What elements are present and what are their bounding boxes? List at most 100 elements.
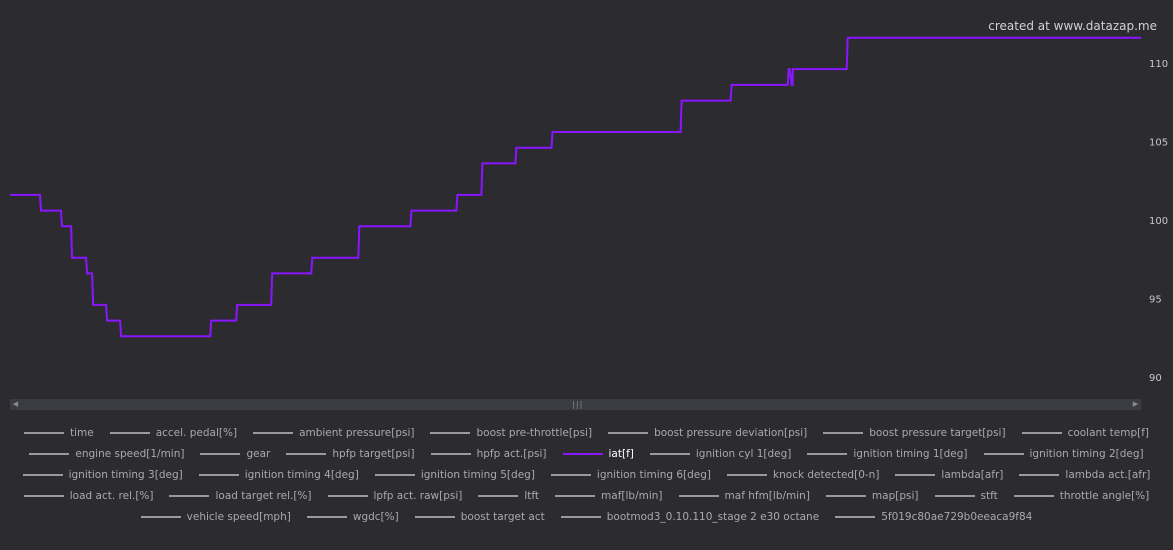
legend-item[interactable]: maf[lb/min] (555, 489, 663, 502)
y-tick-label: 90 (1149, 373, 1162, 384)
legend-swatch-icon (430, 452, 471, 455)
legend-row: ignition timing 3[deg] ignition timing 4[… (0, 464, 1173, 485)
watermark: created at www.datazap.me (988, 19, 1157, 33)
legend-item[interactable]: stft (934, 490, 998, 502)
legend-label: vehicle speed[mph] (186, 510, 291, 523)
legend-row: load act. rel.[%] load target rel.[%] lpfp… (0, 485, 1173, 506)
y-tick-label: 105 (1149, 137, 1168, 148)
legend-swatch-icon (562, 452, 603, 455)
legend-item[interactable]: lambda act.[afr] (1019, 469, 1150, 481)
legend-item[interactable]: maf hfm[lb/min] (678, 489, 810, 502)
series-line-iat[interactable] (10, 36, 1141, 338)
legend-label: ignition timing 5[deg] (420, 468, 535, 481)
legend-label: boost pressure target[psi] (869, 426, 1006, 439)
legend-item[interactable]: lpfp act. raw[psi] (327, 489, 463, 502)
legend: time accel. pedal[%] ambient pressure[psi]… (0, 422, 1173, 527)
legend-label: bootmod3_0.10.110_stage 2 e30 octane (606, 510, 820, 523)
legend-label: hpfp act.[psi] (476, 447, 547, 460)
legend-item[interactable]: ignition timing 3[deg] (22, 468, 183, 481)
legend-label: hpfp target[psi] (332, 447, 415, 460)
legend-swatch-icon (23, 494, 64, 497)
legend-item[interactable]: boost target act (414, 511, 545, 523)
legend-row: time accel. pedal[%] ambient pressure[psi]… (0, 422, 1173, 443)
legend-label: 5f019c80ae729b0eeaca9f84 (881, 510, 1033, 523)
legend-label: iat[f] (608, 447, 634, 460)
legend-item[interactable]: map[psi] (825, 490, 919, 502)
legend-label: boost pre-throttle[psi] (476, 426, 593, 439)
legend-item[interactable]: 5f019c80ae729b0eeaca9f84 (835, 511, 1032, 523)
legend-swatch-icon (678, 494, 719, 497)
legend-item[interactable]: gear (200, 448, 270, 460)
scroll-grip-handle[interactable]: ||| (571, 400, 583, 409)
legend-item[interactable]: boost pre-throttle[psi] (430, 427, 592, 439)
scroll-right-arrow-icon[interactable]: ▶ (1132, 400, 1139, 408)
legend-label: maf hfm[lb/min] (724, 489, 810, 502)
legend-swatch-icon (895, 473, 936, 476)
legend-item[interactable]: hpfp act.[psi] (430, 447, 547, 460)
legend-item[interactable]: engine speed[1/min] (29, 448, 184, 460)
legend-item[interactable]: ignition timing 5[deg] (374, 468, 535, 481)
legend-swatch-icon (430, 431, 471, 434)
legend-item[interactable]: ignition cyl 1[deg] (649, 448, 791, 460)
legend-row: vehicle speed[mph] wgdc[%] boost target ac… (0, 506, 1173, 527)
horizontal-scrollbar[interactable]: ◀ ||| ▶ (10, 399, 1141, 410)
legend-label: coolant temp[f] (1067, 426, 1150, 439)
legend-swatch-icon (29, 452, 70, 455)
legend-swatch-icon (1013, 494, 1054, 497)
legend-swatch-icon (306, 515, 347, 518)
legend-swatch-icon (286, 452, 327, 455)
legend-swatch-icon (200, 452, 241, 455)
legend-label: ignition timing 3[deg] (68, 468, 183, 481)
legend-item[interactable]: iat[f] (562, 447, 634, 460)
legend-label: maf[lb/min] (601, 489, 663, 502)
legend-swatch-icon (327, 494, 368, 497)
legend-swatch-icon (560, 515, 601, 518)
legend-item[interactable]: boost pressure target[psi] (823, 426, 1006, 439)
legend-label: wgdc[%] (352, 510, 399, 523)
legend-item[interactable]: hpfp target[psi] (286, 447, 415, 460)
y-tick-label: 100 (1149, 216, 1168, 227)
legend-item[interactable]: load target rel.[%] (169, 490, 312, 502)
legend-label: throttle angle[%] (1059, 489, 1150, 502)
legend-item[interactable]: bootmod3_0.10.110_stage 2 e30 octane (560, 510, 820, 523)
legend-item[interactable]: ignition timing 4[deg] (198, 468, 359, 481)
legend-item[interactable]: throttle angle[%] (1013, 489, 1150, 502)
legend-label: ambient pressure[psi] (299, 426, 415, 439)
legend-item[interactable]: wgdc[%] (306, 510, 399, 523)
legend-item[interactable]: knock detected[0-n] (727, 469, 879, 481)
legend-item[interactable]: ltft (478, 490, 539, 502)
legend-label: engine speed[1/min] (75, 447, 185, 460)
legend-label: load act. rel.[%] (69, 489, 154, 502)
legend-item[interactable]: coolant temp[f] (1021, 426, 1150, 439)
legend-item[interactable]: ambient pressure[psi] (253, 427, 414, 439)
legend-item[interactable]: boost pressure deviation[psi] (608, 427, 807, 439)
legend-item[interactable]: lambda[afr] (895, 469, 1003, 481)
legend-label: lpfp act. raw[psi] (373, 489, 463, 502)
legend-row: engine speed[1/min] gear hpfp target[psi] h… (0, 443, 1173, 464)
legend-label: lambda act.[afr] (1065, 468, 1151, 481)
legend-swatch-icon (478, 494, 519, 497)
legend-item[interactable]: accel. pedal[%] (109, 427, 237, 439)
legend-label: time (69, 426, 94, 439)
legend-label: ignition timing 4[deg] (244, 468, 359, 481)
legend-item[interactable]: time (23, 426, 94, 439)
legend-item[interactable]: ignition timing 6[deg] (550, 469, 711, 481)
legend-swatch-icon (140, 515, 181, 518)
legend-swatch-icon (727, 473, 768, 476)
legend-swatch-icon (649, 452, 690, 455)
legend-item[interactable]: load act. rel.[%] (23, 489, 154, 502)
scroll-left-arrow-icon[interactable]: ◀ (12, 400, 19, 408)
legend-item[interactable]: vehicle speed[mph] (140, 510, 291, 523)
legend-swatch-icon (555, 494, 596, 497)
legend-label: boost pressure deviation[psi] (654, 426, 808, 439)
legend-item[interactable]: ignition timing 1[deg] (807, 448, 968, 460)
legend-label: knock detected[0-n] (773, 468, 880, 481)
legend-swatch-icon (253, 431, 294, 434)
legend-swatch-icon (374, 473, 415, 476)
legend-swatch-icon (807, 452, 848, 455)
legend-label: lambda[afr] (941, 468, 1004, 481)
y-tick-label: 110 (1149, 59, 1168, 70)
legend-swatch-icon (414, 515, 455, 518)
legend-item[interactable]: ignition timing 2[deg] (983, 448, 1144, 460)
